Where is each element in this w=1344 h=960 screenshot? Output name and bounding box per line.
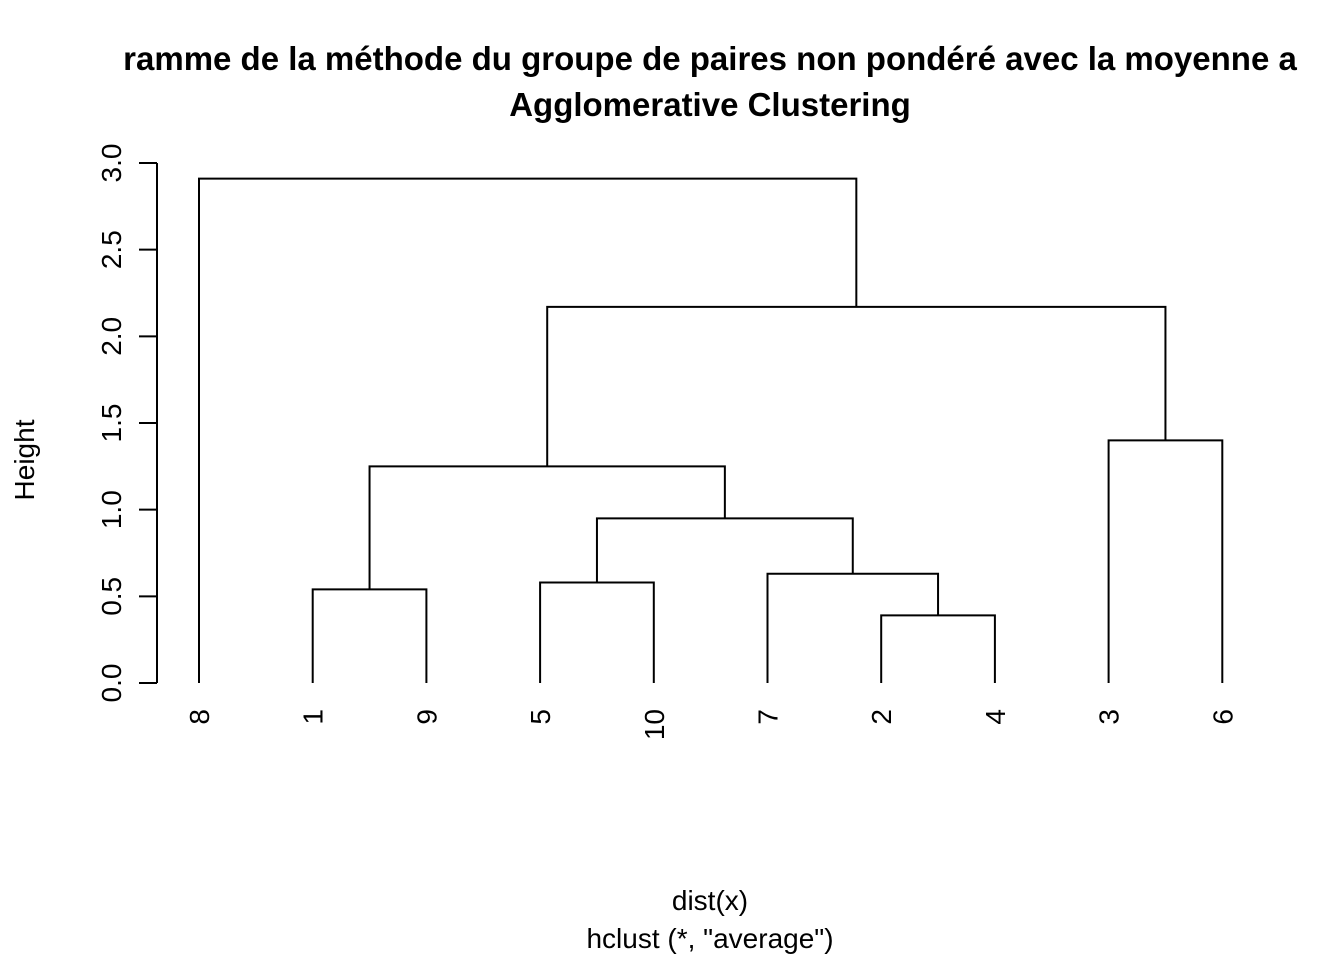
leaf-label-8: 8 (184, 709, 215, 725)
merge-branch-3 (539, 581, 655, 683)
x-axis-label: dist(x) (672, 885, 748, 916)
leaf-labels: 8 1 9 5 10 7 2 4 3 6 (184, 709, 1238, 740)
merge-branch-6 (368, 465, 726, 590)
y-tick-label: 3.0 (96, 144, 127, 183)
leaf-label-10: 10 (639, 709, 670, 740)
leaf-label-9: 9 (411, 709, 442, 725)
merge-branch-1 (880, 614, 996, 683)
leaf-label-6: 6 (1207, 709, 1238, 725)
leaf-label-4: 4 (980, 709, 1011, 725)
y-tick-label: 2.5 (96, 230, 127, 269)
leaf-label-2: 2 (866, 709, 897, 725)
y-tick-label: 2.0 (96, 317, 127, 356)
y-tick-label: 1.5 (96, 404, 127, 443)
chart-title-line1: ramme de la méthode du groupe de paires … (123, 40, 1297, 77)
leaf-label-1: 1 (298, 709, 329, 725)
chart-title-line2: Agglomerative Clustering (509, 86, 911, 123)
merge-branch-7 (1107, 439, 1224, 683)
method-sub-label: hclust (*, "average") (586, 923, 833, 954)
merge-branch-2 (311, 588, 428, 683)
merge-branch-9 (198, 177, 858, 683)
y-tick-label: 0.0 (96, 664, 127, 703)
leaf-label-3: 3 (1094, 709, 1125, 725)
leaf-label-7: 7 (753, 709, 784, 725)
leaf-label-5: 5 (525, 709, 556, 725)
merge-branch-8 (546, 305, 1167, 467)
y-tick-label: 1.0 (96, 490, 127, 529)
dendrogram-branches (198, 177, 1224, 683)
y-axis-label: Height (9, 419, 40, 500)
y-axis: 0.0 0.5 1.0 1.5 2.0 2.5 3.0 (96, 144, 158, 703)
merge-branch-4 (766, 572, 940, 683)
y-tick-label: 0.5 (96, 577, 127, 616)
